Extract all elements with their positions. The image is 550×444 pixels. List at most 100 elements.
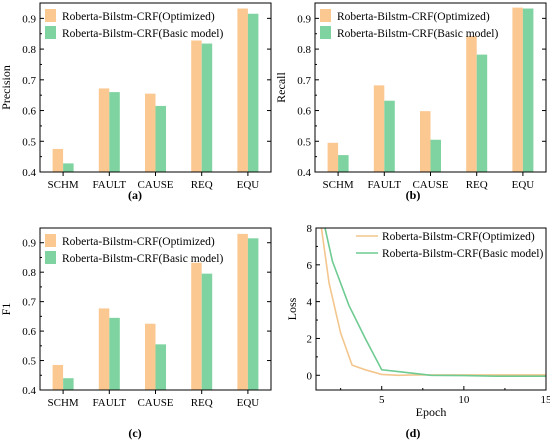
y-tick-label: 0.4: [22, 167, 36, 179]
bar-cause-basic: [155, 105, 166, 172]
bar-req-basic: [476, 54, 488, 172]
y-axis-label: Precision: [0, 65, 13, 110]
x-tick-label: REQ: [191, 397, 213, 409]
y-axis-label: F1: [0, 303, 13, 316]
panel-f1: SCHM FAULT CAUSE REQ EQU 0.4 0.5 0.6 0.7 0.8 0.9 F1…: [0, 227, 272, 440]
panel-label: (c): [128, 426, 141, 440]
bar-equ-basic: [247, 13, 259, 172]
y-tick-label: 0.5: [22, 356, 36, 368]
panel-precision: SCHM FAULT CAUSE REQ EQU 0.4 0.5 0.6 0.7 0.8 0.9 Pr…: [0, 2, 272, 202]
bar-req-optimized: [191, 262, 202, 390]
y-tick-label: 0.6: [297, 106, 311, 118]
legend-label-basic: Roberta-Bilstm-CRF(Basic model): [382, 248, 543, 260]
bar-schm-basic: [63, 378, 74, 390]
bar-fault-basic: [384, 100, 395, 172]
bar-req-basic: [201, 273, 213, 390]
y-axis-label: Recall: [274, 72, 288, 103]
y-tick-label: 0.9: [297, 13, 311, 25]
x-tick-label: EQU: [512, 179, 535, 191]
panel-label: (a): [128, 188, 142, 202]
y-tick-label: 0.6: [22, 106, 36, 118]
bar-fault-basic: [109, 317, 120, 390]
legend-swatch-optimized: [45, 234, 56, 247]
legend-swatch-basic: [320, 26, 331, 39]
legend-swatch-basic: [45, 251, 56, 264]
bar-cause-basic: [155, 344, 166, 390]
bar-equ-basic: [247, 238, 259, 390]
plot-frame: [39, 227, 272, 391]
y-tick-label: 6: [307, 260, 313, 272]
legend-swatch-optimized: [45, 9, 56, 22]
line-basic: [324, 228, 546, 378]
x-tick-label: SCHM: [48, 179, 79, 191]
x-tick-label: FAULT: [92, 179, 126, 191]
x-tick-label: REQ: [466, 179, 488, 191]
legend-label-basic: Roberta-Bilstm-CRF(Basic model): [337, 28, 498, 40]
bar-equ-optimized: [512, 7, 523, 173]
y-tick-label: 0.5: [22, 136, 36, 148]
y-tick-label: 2: [307, 333, 313, 345]
y-tick-label: 0.7: [22, 75, 36, 87]
legend-swatch-optimized: [320, 9, 331, 22]
x-tick-label: CAUSE: [412, 179, 448, 191]
x-tick-label: EQU: [237, 397, 260, 409]
bar-cause-optimized: [145, 93, 156, 172]
y-tick-label: 0.4: [297, 167, 311, 179]
y-tick-label: 0.8: [22, 267, 36, 279]
y-tick-label: 0.5: [297, 136, 311, 148]
x-tick-label: CAUSE: [137, 179, 173, 191]
bar-req-optimized: [191, 40, 202, 172]
bar-equ-optimized: [237, 233, 248, 390]
line-optimized: [320, 228, 546, 377]
panel-recall: SCHM FAULT CAUSE REQ EQU 0.4 0.5 0.6 0.7 0.8 0.9 Re…: [274, 2, 547, 202]
y-tick-label: 0.7: [22, 297, 36, 309]
y-tick-label: 0.7: [297, 75, 311, 87]
bar-schm-optimized: [52, 364, 64, 390]
x-axis-label: Epoch: [416, 405, 447, 419]
bar-fault-optimized: [373, 85, 385, 172]
y-tick-label: 0.4: [22, 385, 36, 397]
panel-loss: 5 10 15 0 2 4 6 8 Epoch Loss Roberta-Bilstm-CRF(Op…: [285, 223, 550, 440]
legend-label-basic: Roberta-Bilstm-CRF(Basic model): [62, 28, 223, 40]
bar-schm-optimized: [327, 142, 339, 172]
legend-label-optimized: Roberta-Bilstm-CRF(Optimized): [62, 236, 215, 248]
y-tick-label: 0.9: [22, 238, 36, 250]
legend-label-optimized: Roberta-Bilstm-CRF(Optimized): [337, 11, 490, 23]
y-tick-label: 0.8: [22, 44, 36, 56]
y-tick-label: 0: [307, 370, 313, 382]
plot-frame: [314, 2, 547, 173]
y-tick-label: 0.6: [22, 326, 36, 338]
x-tick-label: 5: [379, 394, 385, 406]
x-tick-label: 15: [541, 394, 550, 406]
legend-label-basic: Roberta-Bilstm-CRF(Basic model): [62, 253, 223, 265]
legend-label-optimized: Roberta-Bilstm-CRF(Optimized): [62, 11, 215, 23]
y-tick-label: 8: [307, 223, 313, 235]
bar-schm-optimized: [52, 148, 64, 172]
bar-equ-basic: [522, 8, 534, 172]
plot-frame: [39, 2, 272, 173]
bar-req-optimized: [466, 36, 477, 172]
legend-swatch-basic: [45, 26, 56, 39]
y-tick-label: 0.8: [297, 44, 311, 56]
bar-cause-optimized: [145, 323, 156, 390]
bar-cause-basic: [430, 139, 441, 172]
y-tick-label: 4: [307, 297, 313, 309]
bar-fault-basic: [109, 92, 120, 172]
bar-schm-basic: [338, 155, 349, 172]
x-tick-label: SCHM: [48, 397, 79, 409]
x-tick-label: FAULT: [367, 179, 401, 191]
y-axis-label: Loss: [285, 297, 299, 320]
x-tick-label: REQ: [191, 179, 213, 191]
panel-label: (b): [406, 188, 421, 202]
y-tick-label: 0.9: [22, 13, 36, 25]
bar-fault-optimized: [98, 88, 110, 172]
legend-label-optimized: Roberta-Bilstm-CRF(Optimized): [382, 231, 535, 243]
x-tick-label: 10: [458, 394, 470, 406]
plot-frame: [315, 227, 547, 391]
bar-equ-optimized: [237, 8, 248, 172]
bar-schm-basic: [63, 163, 74, 172]
panel-label: (d): [406, 426, 421, 440]
x-tick-label: CAUSE: [137, 397, 173, 409]
bar-req-basic: [201, 43, 213, 173]
